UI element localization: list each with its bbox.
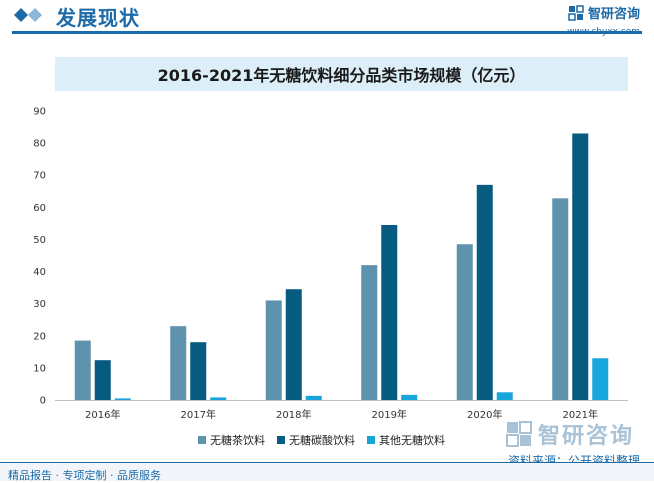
y-tick-label: 20 [33, 331, 46, 342]
brand-logo-icon [568, 4, 584, 21]
bar [401, 394, 418, 400]
legend-swatch [198, 436, 206, 444]
footer-text: 精品报告 · 专项定制 · 品质服务 [8, 469, 161, 482]
chart-title-box: 2016-2021年无糖饮料细分品类市场规模（亿元） [55, 57, 628, 91]
legend-item: 无糖碳酸饮料 [277, 432, 355, 448]
watermark-logo-icon [505, 421, 532, 447]
bar [74, 340, 91, 400]
chart-legend: 无糖茶饮料 无糖碳酸饮料 其他无糖饮料 [198, 432, 457, 448]
watermark: 智研咨询 [505, 418, 634, 450]
legend-swatch [367, 436, 375, 444]
y-tick-label: 30 [33, 299, 46, 310]
footer-bar [0, 463, 654, 481]
diamond-icon [14, 8, 42, 22]
bar [114, 398, 131, 400]
brand-name: 智研咨询 [587, 7, 640, 22]
watermark-text: 智研咨询 [537, 424, 634, 449]
bar [361, 265, 378, 400]
x-tick-label: 2018年 [276, 408, 311, 421]
bar [476, 184, 493, 400]
bar [210, 397, 227, 400]
bar [305, 395, 322, 400]
x-tick-label: 2017年 [181, 408, 216, 421]
y-tick-label: 0 [40, 396, 46, 407]
legend-label: 无糖碳酸饮料 [289, 434, 355, 447]
bar [265, 300, 282, 400]
bar [94, 360, 111, 400]
legend-label: 其他无糖饮料 [379, 434, 445, 447]
legend-item: 其他无糖饮料 [367, 432, 445, 448]
bar [190, 342, 207, 400]
y-tick-label: 90 [33, 107, 46, 118]
section-title: 发展现状 [56, 6, 140, 30]
x-tick-label: 2019年 [372, 408, 407, 421]
bar [456, 244, 473, 400]
header-divider [12, 31, 642, 34]
y-tick-label: 70 [33, 171, 46, 182]
bar [572, 133, 589, 400]
y-tick-label: 10 [33, 363, 46, 374]
x-tick-label: 2016年 [85, 408, 120, 421]
legend-label: 无糖茶饮料 [210, 434, 265, 447]
bar [381, 224, 398, 400]
legend-swatch [277, 436, 285, 444]
legend-item: 无糖茶饮料 [198, 432, 265, 448]
x-tick-label: 2021年 [563, 408, 598, 421]
page-header: 发展现状 智研咨询 www.chyxx.com [0, 0, 654, 46]
y-tick-label: 50 [33, 235, 46, 246]
x-tick-label: 2020年 [467, 408, 502, 421]
bar [552, 198, 569, 400]
y-tick-label: 60 [33, 203, 46, 214]
y-tick-label: 80 [33, 139, 46, 150]
bar [592, 358, 609, 400]
chart-title: 2016-2021年无糖饮料细分品类市场规模（亿元） [157, 66, 526, 85]
footer-divider [0, 462, 654, 463]
bar [170, 326, 187, 400]
bar [285, 289, 302, 400]
y-tick-label: 40 [33, 267, 46, 278]
bar [496, 392, 513, 400]
